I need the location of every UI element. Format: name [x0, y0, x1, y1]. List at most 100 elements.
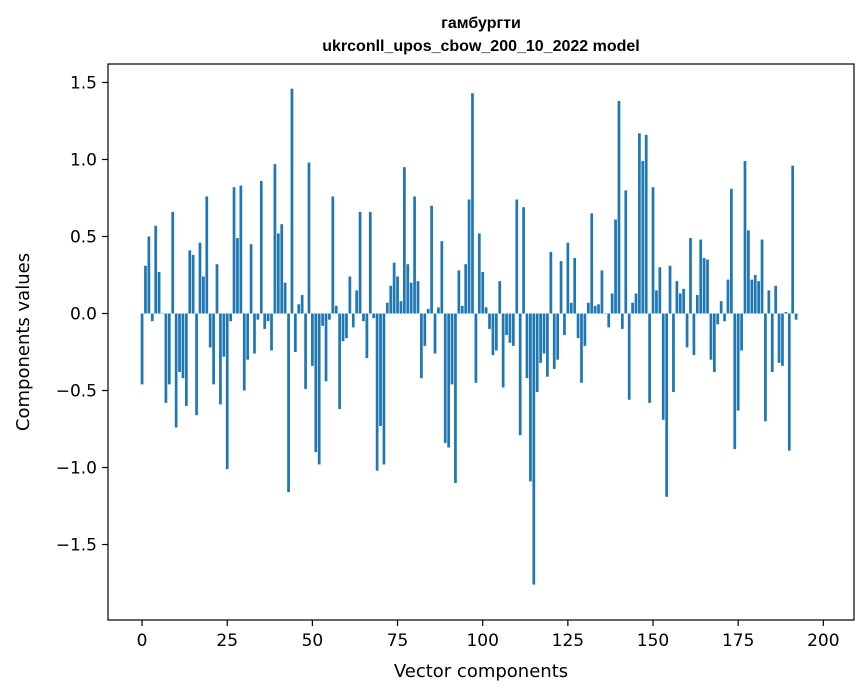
bar — [396, 276, 399, 314]
bar — [522, 207, 525, 314]
bar — [229, 313, 232, 322]
bar — [546, 313, 549, 377]
bar — [757, 281, 760, 314]
bar — [249, 244, 253, 314]
bar — [351, 313, 355, 328]
bar — [443, 313, 447, 443]
bar — [512, 313, 515, 346]
bar — [641, 161, 645, 314]
bar — [750, 279, 754, 314]
bar — [518, 313, 522, 436]
bar — [345, 313, 348, 339]
bar — [365, 313, 369, 359]
bar — [389, 285, 393, 314]
bar — [542, 313, 546, 354]
bar — [675, 281, 679, 314]
bar — [491, 313, 495, 356]
bar — [586, 302, 590, 314]
bar — [328, 313, 331, 320]
bar — [501, 313, 505, 388]
bar — [154, 225, 158, 314]
bar — [505, 313, 508, 336]
bar — [508, 313, 512, 343]
bar — [276, 233, 280, 314]
bar — [355, 290, 359, 314]
bar — [406, 264, 410, 314]
bar — [426, 308, 430, 314]
bar — [529, 313, 532, 482]
bar — [270, 313, 273, 351]
bar — [607, 313, 611, 328]
bar — [733, 313, 737, 450]
bar — [726, 279, 730, 314]
y-tick-label: −1.5 — [56, 536, 97, 556]
bar — [576, 313, 580, 339]
bar — [205, 196, 209, 314]
bar — [273, 164, 277, 314]
bar — [747, 230, 750, 314]
bar — [433, 313, 437, 354]
bar — [494, 313, 498, 351]
bar — [593, 305, 597, 314]
bar — [293, 313, 297, 353]
bar — [617, 100, 621, 314]
y-tick-label: 0.0 — [70, 305, 97, 325]
y-tick-label: −0.5 — [56, 382, 97, 402]
bar — [651, 187, 655, 314]
y-axis-ticks: 1.5 1.0 0.5 0.0 −0.5 −1.0 −1.5 — [56, 73, 108, 556]
plot-frame — [107, 63, 855, 621]
bar — [471, 93, 474, 314]
bar — [706, 259, 709, 314]
bar — [253, 313, 256, 354]
bar — [573, 258, 577, 314]
bar — [740, 313, 743, 351]
bar — [239, 185, 243, 314]
bar — [624, 190, 628, 314]
bar — [191, 254, 195, 314]
bar — [368, 211, 372, 314]
bar — [181, 313, 185, 379]
x-tick-label: 75 — [387, 631, 409, 651]
bar — [559, 261, 563, 314]
bar — [621, 313, 624, 329]
bar — [689, 238, 692, 314]
bar — [236, 238, 239, 314]
bar — [232, 187, 236, 314]
bar — [413, 196, 416, 314]
bar — [730, 188, 733, 314]
bar — [699, 239, 703, 314]
bar — [416, 281, 420, 314]
bar — [753, 275, 757, 314]
bar — [423, 313, 427, 346]
bar — [171, 211, 175, 314]
bar — [580, 313, 583, 383]
bar — [781, 313, 784, 366]
x-tick-label: 100 — [466, 631, 498, 651]
bar — [767, 290, 771, 314]
bar — [157, 271, 161, 314]
y-tick-label: 1.5 — [70, 73, 97, 93]
bar — [784, 311, 788, 314]
bar — [760, 239, 764, 314]
bar — [150, 313, 154, 322]
bar — [648, 313, 651, 403]
bar — [454, 313, 457, 483]
bar — [430, 205, 433, 314]
bar — [460, 305, 464, 314]
bar — [723, 313, 726, 322]
y-tick-label: 0.5 — [70, 227, 97, 247]
bar — [266, 313, 270, 322]
bar — [552, 313, 556, 369]
bar — [402, 167, 406, 314]
bar — [348, 276, 352, 314]
bar — [409, 282, 413, 314]
bar — [184, 313, 188, 406]
bar — [178, 313, 181, 373]
bar — [324, 313, 328, 382]
bar — [188, 250, 192, 314]
bar — [525, 313, 529, 379]
bar — [614, 219, 617, 314]
bar — [215, 264, 219, 314]
bar — [457, 270, 461, 314]
